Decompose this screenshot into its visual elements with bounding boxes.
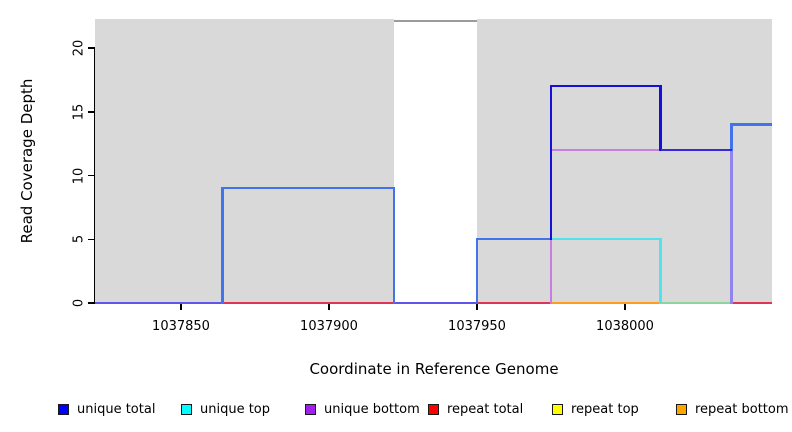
x-axis-tick	[624, 304, 626, 310]
coverage-line-blueDark	[659, 85, 662, 152]
legend-swatch-icon	[181, 404, 192, 415]
gap-top-marker	[394, 20, 477, 23]
y-tick-label: 10	[71, 167, 87, 184]
coverage-line-orange	[551, 301, 661, 305]
coverage-line-blueDark	[551, 85, 661, 88]
coverage-line-blueLight	[477, 238, 551, 241]
coverage-line-violet	[94, 301, 223, 305]
coverage-line-cyan	[659, 238, 662, 305]
y-axis-line	[93, 47, 95, 304]
x-axis-tick	[476, 304, 478, 310]
y-axis-tick	[88, 111, 94, 113]
coverage-line-red	[477, 301, 551, 305]
y-tick-label: 15	[71, 103, 87, 121]
coverage-line-purple	[551, 148, 661, 152]
coverage-line-blueLight	[222, 187, 395, 190]
x-tick-label: 1038000	[596, 319, 654, 334]
legend-label: repeat bottom	[695, 402, 789, 417]
legend-item-unique-bottom: unique bottom	[305, 403, 420, 416]
coverage-line-green	[660, 301, 732, 305]
legend-swatch-icon	[676, 404, 687, 415]
y-axis-tick	[88, 174, 94, 177]
x-tick-label: 1037850	[152, 319, 210, 334]
legend-label: unique total	[77, 402, 156, 417]
x-axis-tick	[328, 304, 330, 310]
coverage-panel-region	[477, 19, 773, 303]
y-tick-label: 5	[71, 235, 87, 244]
legend-item-unique-top: unique top	[181, 403, 270, 416]
coverage-line-red	[731, 301, 773, 305]
coverage-line-blueLight	[221, 187, 224, 305]
x-tick-label: 1037900	[300, 319, 358, 334]
legend-swatch-icon	[305, 404, 316, 415]
coverage-line-blueDark	[549, 85, 553, 241]
coverage-line-blueLight	[730, 123, 733, 152]
legend-swatch-icon	[58, 404, 69, 415]
legend-label: unique top	[200, 402, 271, 417]
y-axis-tick	[88, 238, 94, 240]
y-tick-label: 20	[71, 39, 87, 57]
legend-item-unique-total: unique total	[58, 403, 155, 416]
coverage-line-blueLight	[475, 238, 479, 305]
coverage-panel-region	[94, 19, 395, 303]
y-axis-tick	[88, 47, 94, 49]
legend-swatch-icon	[552, 404, 563, 415]
coverage-line-cyan	[551, 238, 661, 241]
coverage-line-blueLight	[393, 187, 396, 305]
legend-swatch-icon	[428, 404, 439, 415]
x-tick-label: 1037950	[448, 319, 506, 334]
legend-item-repeat-total: repeat total	[428, 403, 523, 416]
legend-label: repeat top	[571, 402, 639, 417]
coverage-line-violet	[394, 301, 477, 305]
coverage-line-red	[222, 301, 395, 305]
y-tick-label: 0	[71, 298, 87, 308]
coverage-line-violetEdge	[730, 148, 733, 305]
legend-item-repeat-top: repeat top	[552, 403, 639, 416]
x-axis-title: Coordinate in Reference Genome	[309, 360, 559, 378]
legend-label: unique bottom	[324, 402, 420, 417]
legend-label: repeat total	[447, 402, 524, 417]
y-axis-title: Read Coverage Depth	[18, 78, 36, 244]
coverage-line-blueLight	[731, 123, 773, 126]
y-axis-tick	[88, 302, 94, 304]
coverage-line-blueMix	[660, 148, 732, 152]
x-axis-tick	[180, 304, 182, 310]
legend-item-repeat-bottom: repeat bottom	[676, 403, 789, 416]
